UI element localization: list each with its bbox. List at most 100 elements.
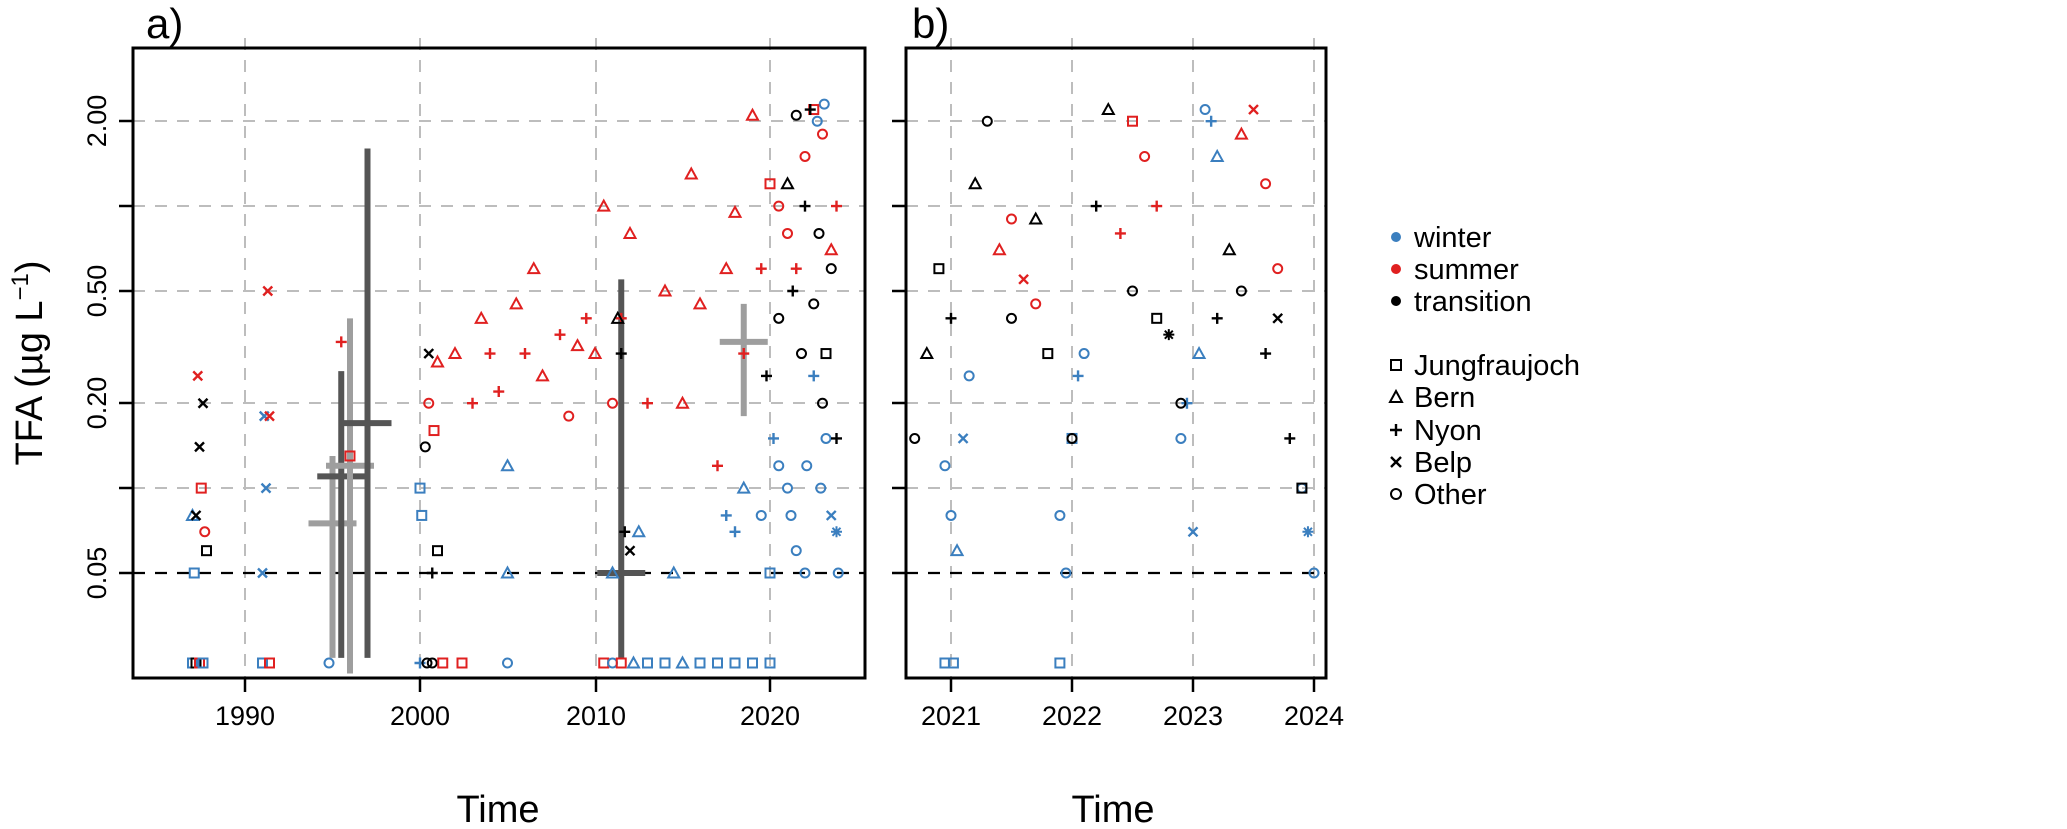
- point-a-winter-9: [605, 565, 620, 579]
- point-a-summer-45: [817, 128, 828, 140]
- point-a-winter-31: [832, 567, 844, 579]
- legend: winter summer transition Jungfraujoch Be…: [1388, 222, 1580, 511]
- point-a-summer-27: [622, 225, 638, 239]
- point-a-summer-35: [727, 204, 743, 218]
- range-bars-a: [308, 148, 768, 674]
- xlabel-b: Time: [1071, 789, 1154, 829]
- legend-marker-cross: [1390, 456, 1402, 468]
- below-limit-a-10: [437, 657, 449, 669]
- ytick-label-0: 0.05: [82, 547, 112, 600]
- y-axis-title-exponent: −1: [7, 273, 34, 300]
- xtick-label-a-3: 2020: [740, 701, 800, 731]
- point-a-winter-11: [666, 565, 681, 579]
- point-b-transition-8: [1042, 348, 1054, 360]
- xtick-label-a-2: 2010: [566, 701, 626, 731]
- point-a-summer-7: [423, 397, 435, 409]
- point-a-winter-16: [764, 567, 776, 579]
- legend-label-summer: summer: [1414, 254, 1519, 286]
- point-a-winter-24: [808, 370, 820, 382]
- point-a-transition-4: [419, 441, 431, 453]
- point-a-transition-10: [619, 526, 631, 538]
- point-a-transition-17: [796, 348, 807, 360]
- point-b-transition-11: [1101, 101, 1116, 116]
- point-a-transition-24: [825, 263, 837, 275]
- xtick-label-a-0: 1990: [215, 701, 275, 731]
- point-a-summer-14: [493, 386, 505, 398]
- below-limit-b-2: [1054, 657, 1066, 669]
- point-b-summer-11: [1272, 263, 1284, 275]
- point-b-transition-16: [1211, 312, 1223, 324]
- point-a-winter-2: [257, 567, 268, 579]
- point-a-transition-0: [190, 510, 202, 521]
- point-a-summer-22: [580, 312, 592, 324]
- point-a-summer-28: [642, 397, 653, 409]
- point-a-summer-24: [596, 198, 611, 212]
- below-limit-a-17: [642, 657, 653, 669]
- below-limit-a-11: [456, 657, 468, 669]
- point-b-transition-12: [1127, 285, 1138, 297]
- point-a-winter-18: [773, 460, 785, 472]
- point-a-transition-15: [787, 285, 799, 297]
- point-b-summer-4: [1114, 227, 1126, 239]
- point-a-summer-18: [535, 368, 550, 382]
- point-a-summer-9: [430, 354, 445, 368]
- legend-label-belp: Belp: [1414, 447, 1472, 479]
- point-b-transition-15: [1175, 397, 1187, 409]
- point-a-summer-23: [587, 345, 603, 360]
- legend-label-winter: winter: [1413, 222, 1492, 254]
- point-a-summer-0: [192, 370, 204, 382]
- below-limit-a-20: [694, 657, 706, 669]
- point-b-transition-4: [968, 176, 983, 190]
- point-a-transition-2: [197, 397, 209, 409]
- below-limit-row-a: [187, 655, 776, 669]
- point-a-transition-20: [808, 298, 820, 310]
- below-limit-a-16: [626, 655, 641, 669]
- below-limit-a-12: [502, 657, 513, 669]
- point-b-summer-9: [1248, 104, 1259, 115]
- plot-frame-a: [131, 46, 867, 680]
- point-a-winter-19: [782, 482, 793, 494]
- point-a-summer-42: [790, 263, 802, 275]
- below-limit-a-9: [426, 657, 438, 669]
- point-b-transition-13: [1151, 312, 1163, 324]
- ytick-label-2: 0.50: [82, 265, 112, 318]
- point-b-winter-2: [949, 543, 965, 557]
- y-axis-title: TFA (µg L−1): [7, 260, 51, 465]
- point-b-summer-7: [1151, 200, 1163, 212]
- point-a-summer-47: [831, 200, 842, 212]
- point-a-summer-34: [719, 261, 734, 275]
- point-a-winter-7: [500, 458, 515, 472]
- legend-swatch-summer: [1391, 264, 1401, 274]
- point-a-summer-33: [712, 460, 723, 472]
- point-a-winter-12: [720, 509, 732, 521]
- point-a-winter-20: [785, 509, 797, 521]
- legend-label-nyon: Nyon: [1414, 415, 1482, 447]
- point-a-summer-29: [657, 283, 673, 297]
- point-a-winter-26: [815, 482, 827, 494]
- below-limit-a-14: [607, 657, 618, 669]
- y-axis-title-prefix: TFA: [9, 395, 51, 465]
- point-b-summer-10: [1260, 178, 1272, 190]
- point-a-summer-5: [335, 336, 347, 348]
- legend-label-other: Other: [1414, 479, 1487, 511]
- point-b-transition-0: [909, 432, 921, 444]
- point-a-summer-1: [195, 482, 207, 494]
- point-b-transition-3: [945, 312, 957, 324]
- point-b-summer-3: [1030, 298, 1042, 310]
- point-a-winter-10: [631, 524, 646, 538]
- point-a-transition-8: [610, 310, 625, 324]
- below-limit-a-22: [729, 657, 741, 669]
- panel-letter-b: b): [912, 0, 949, 47]
- point-a-transition-1: [194, 441, 205, 453]
- point-b-transition-18: [1235, 285, 1247, 297]
- point-b-winter-19: [1308, 567, 1320, 579]
- point-b-transition-1: [919, 345, 934, 360]
- point-a-summer-11: [467, 397, 478, 409]
- y-axis-title-close: ): [9, 260, 51, 273]
- point-a-summer-17: [526, 261, 541, 275]
- point-a-transition-9: [615, 348, 627, 360]
- point-a-summer-15: [509, 296, 524, 310]
- point-a-winter-6: [416, 509, 428, 521]
- point-a-summer-37: [745, 107, 760, 121]
